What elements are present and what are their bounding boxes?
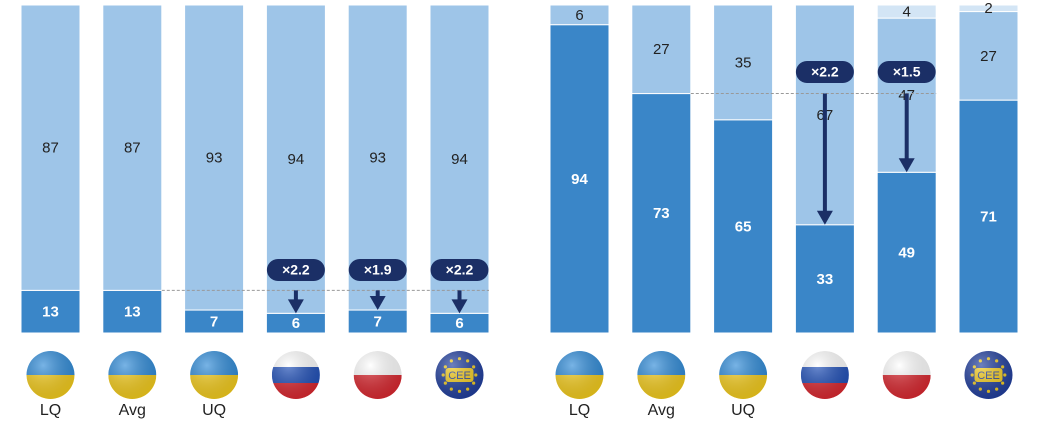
annotation-pill	[348, 259, 407, 281]
flag-shade	[108, 351, 157, 399]
arrow-head	[816, 210, 833, 225]
flag	[637, 351, 686, 399]
bar-segment	[631, 4, 692, 95]
x-tick-label: LQ	[569, 402, 590, 419]
flag-shade	[964, 351, 1013, 399]
bar-segment	[876, 4, 937, 19]
x-tick-label: UQ	[202, 402, 226, 419]
flag	[353, 351, 402, 399]
bar-segment	[102, 289, 163, 334]
value-label: 35	[735, 54, 752, 71]
bar-segment	[549, 4, 610, 26]
annotation-pill	[877, 61, 936, 83]
annotation-pill	[266, 259, 325, 281]
bar-segment	[958, 99, 1019, 334]
bar-segment	[20, 4, 81, 291]
value-label: 13	[42, 304, 59, 321]
bar-segment	[794, 224, 855, 334]
x-tick-label: Avg	[119, 402, 146, 419]
x-tick-label: Avg	[648, 402, 675, 419]
bar-segment	[958, 11, 1019, 101]
flag-shade	[637, 351, 686, 399]
flag-shade	[271, 351, 320, 399]
flag-shade	[882, 351, 931, 399]
value-label: 6	[455, 315, 463, 332]
bar-segment	[631, 93, 692, 334]
value-label: 65	[735, 218, 752, 235]
value-label: 7	[374, 313, 382, 330]
arrow-head	[287, 299, 304, 314]
value-label: 2	[984, 0, 992, 17]
annotation: ×1.9	[364, 262, 392, 278]
flag	[271, 351, 320, 399]
bar-segment	[102, 4, 163, 291]
flag-shade	[555, 351, 604, 399]
arrow-head	[451, 299, 468, 314]
value-label: 93	[206, 149, 223, 166]
annotation: ×2.2	[446, 262, 474, 278]
value-label: 94	[571, 171, 588, 188]
value-label: 87	[42, 140, 59, 157]
bar-segment	[713, 119, 774, 334]
value-label: 71	[980, 209, 997, 226]
value-label: 7	[210, 313, 218, 330]
bar-segment	[958, 4, 1019, 13]
value-label: 49	[898, 245, 915, 262]
value-label: 6	[575, 7, 583, 24]
flag	[190, 351, 239, 399]
annotation: ×1.5	[893, 64, 921, 80]
value-label: 73	[653, 205, 670, 222]
flag-shade	[190, 351, 239, 399]
value-label: 93	[369, 149, 386, 166]
bar-segment	[20, 289, 81, 334]
annotation: ×2.2	[811, 64, 839, 80]
flag	[108, 351, 157, 399]
value-label: 13	[124, 304, 141, 321]
value-label: 4	[903, 4, 911, 21]
annotation-pill	[430, 259, 489, 281]
annotation-pill	[795, 61, 854, 83]
arrow-head	[369, 296, 386, 311]
x-tick-label: UQ	[731, 402, 755, 419]
value-label: 27	[980, 48, 997, 65]
flag	[555, 351, 604, 399]
bar-segment	[184, 4, 245, 311]
x-tick-label: LQ	[40, 402, 61, 419]
flag-shade	[719, 351, 768, 399]
value-label: 87	[124, 140, 141, 157]
bar-segment	[713, 4, 774, 121]
flag: CEE	[435, 351, 484, 399]
flag-shade	[353, 351, 402, 399]
value-label: 33	[817, 271, 834, 288]
flag	[800, 351, 849, 399]
flag: CEE	[964, 351, 1013, 399]
flag-shade	[435, 351, 484, 399]
value-label: 6	[292, 315, 300, 332]
value-label: 27	[653, 41, 670, 58]
flag-shade	[26, 351, 75, 399]
bar-segment	[549, 24, 610, 334]
flag	[719, 351, 768, 399]
value-label: 94	[288, 151, 305, 168]
arrow-head	[898, 158, 915, 173]
flag	[26, 351, 75, 399]
value-label: 94	[451, 151, 468, 168]
flag	[882, 351, 931, 399]
annotation: ×2.2	[282, 262, 310, 278]
flag-shade	[800, 351, 849, 399]
bar-segment	[876, 171, 937, 334]
